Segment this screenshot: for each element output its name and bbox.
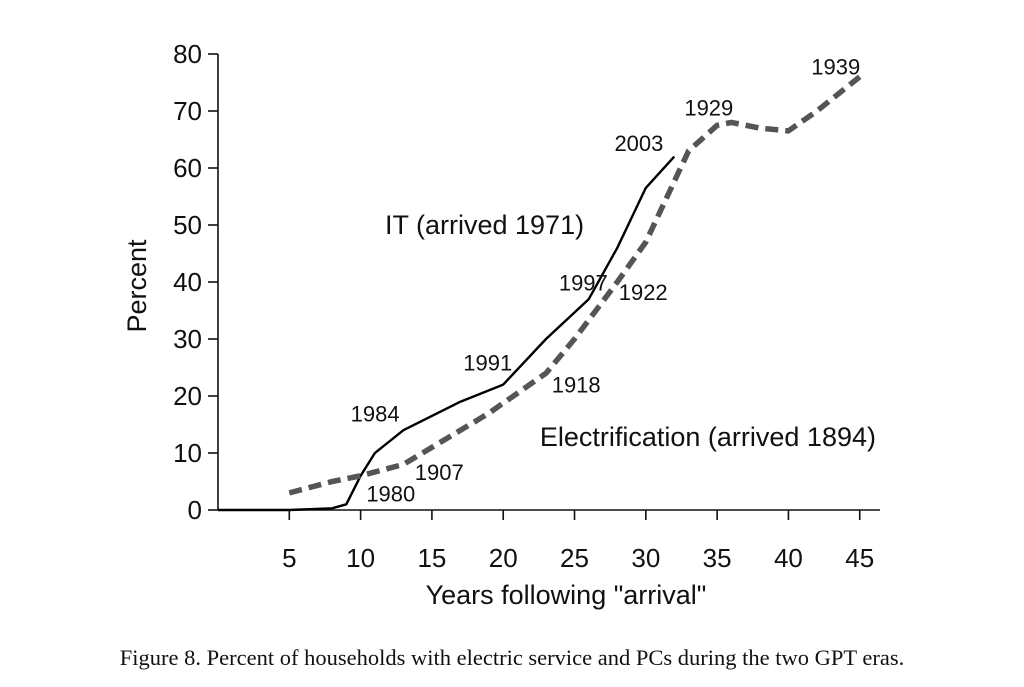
year-annotation: 1980 [366,481,415,506]
labels-group: IT (arrived 1971) Electrification (arrive… [351,55,876,507]
y-tick-label: 40 [173,267,202,297]
electrification-series-line [288,74,862,496]
x-tick-label: 15 [417,543,446,573]
year-annotation: 1929 [684,96,733,121]
year-annotation: 1922 [619,280,668,305]
series-group [218,74,862,512]
x-tick-label: 35 [703,543,732,573]
year-annotation: 1991 [463,350,512,375]
chart: 0 10 20 30 40 50 60 70 80 5 10 15 20 25 30 35 40 45 Years … [122,39,880,610]
figure-caption: Figure 8. Percent of households with ele… [119,645,905,670]
y-tick-label: 50 [173,210,202,240]
x-tick-label: 40 [774,543,803,573]
y-tick-label: 10 [173,438,202,468]
year-annotation: 1984 [351,402,400,427]
year-annotation: 1997 [559,271,608,296]
x-tick-label: 5 [282,543,296,573]
axes: 0 10 20 30 40 50 60 70 80 5 10 15 20 25 30 35 40 45 Years … [122,39,880,610]
y-axis-title: Percent [122,239,152,333]
it-series-line [218,155,676,512]
year-annotation: 2003 [614,131,663,156]
it-series-label: IT (arrived 1971) [385,210,584,240]
x-tick-label: 20 [489,543,518,573]
x-tick-label: 25 [560,543,589,573]
electrification-series-label: Electrification (arrived 1894) [540,422,876,452]
y-tick-label: 30 [173,324,202,354]
y-tick-label: 80 [173,39,202,69]
y-tick-label: 60 [173,153,202,183]
y-tick-label: 20 [173,381,202,411]
x-tick-label: 30 [631,543,660,573]
year-annotation: 1918 [552,373,601,398]
y-tick-label: 0 [188,495,202,525]
x-tick-label: 45 [845,543,874,573]
year-annotation: 1907 [415,460,464,485]
year-annotation: 1939 [811,55,860,80]
y-tick-label: 70 [173,96,202,126]
x-tick-label: 10 [346,543,375,573]
x-axis-title: Years following "arrival" [426,580,707,610]
